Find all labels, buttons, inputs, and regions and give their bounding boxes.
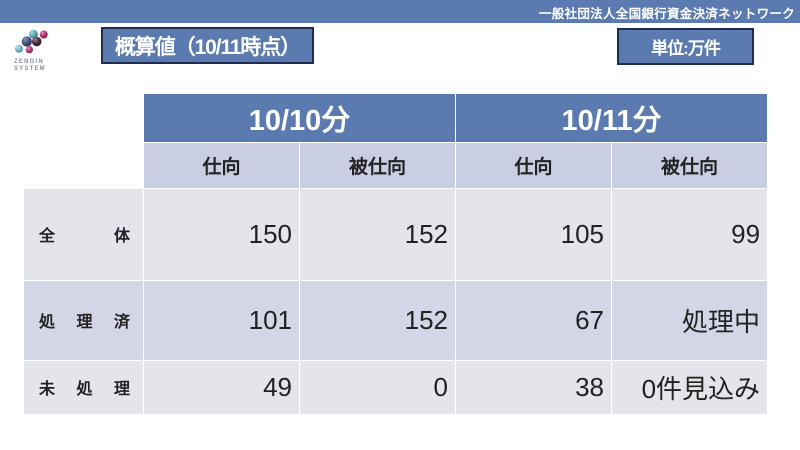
svg-text:ZENGIN: ZENGIN [14, 59, 44, 65]
svg-text:SYSTEM: SYSTEM [14, 66, 46, 72]
